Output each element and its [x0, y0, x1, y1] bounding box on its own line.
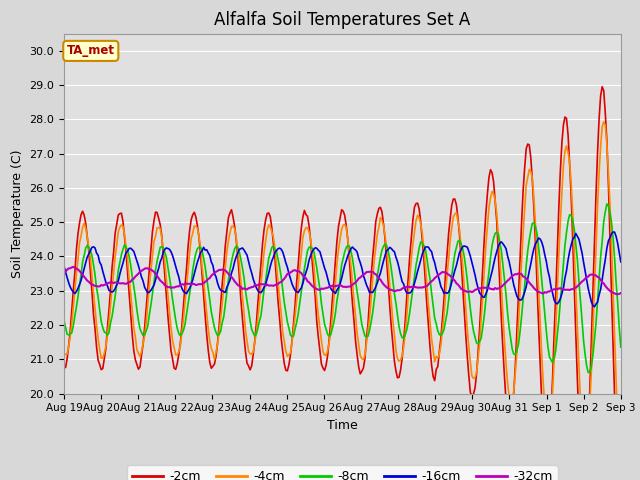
-4cm [303, 225, 311, 231]
-16cm [586, 292, 594, 298]
Text: TA_met: TA_met [67, 44, 115, 58]
-4cm [129, 307, 136, 313]
Line: -4cm: -4cm [64, 122, 621, 462]
-4cm [600, 119, 607, 125]
-8cm [129, 274, 136, 279]
Line: -16cm: -16cm [64, 232, 621, 307]
-2cm [60, 364, 68, 370]
-8cm [588, 364, 595, 370]
X-axis label: Time: Time [327, 419, 358, 432]
-32cm [130, 276, 138, 281]
Y-axis label: Soil Temperature (C): Soil Temperature (C) [11, 149, 24, 278]
-32cm [60, 271, 68, 276]
-8cm [60, 317, 68, 323]
-4cm [244, 348, 252, 354]
-8cm [584, 370, 592, 375]
-2cm [129, 332, 136, 337]
-2cm [226, 210, 234, 216]
-16cm [226, 277, 234, 283]
Line: -8cm: -8cm [64, 204, 621, 372]
-16cm [254, 288, 262, 294]
Line: -32cm: -32cm [64, 267, 621, 294]
-2cm [598, 84, 606, 90]
-32cm [588, 272, 595, 277]
-4cm [617, 459, 625, 465]
-8cm [254, 325, 262, 331]
-32cm [228, 274, 236, 280]
-8cm [244, 307, 252, 313]
-32cm [614, 291, 621, 297]
-16cm [60, 263, 68, 269]
-16cm [617, 259, 625, 265]
Line: -2cm: -2cm [64, 87, 621, 480]
-2cm [303, 214, 311, 219]
-8cm [226, 267, 234, 273]
-2cm [254, 300, 262, 306]
-16cm [591, 304, 598, 310]
-32cm [305, 279, 313, 285]
-32cm [70, 264, 77, 270]
Title: Alfalfa Soil Temperatures Set A: Alfalfa Soil Temperatures Set A [214, 11, 470, 29]
-32cm [255, 281, 263, 287]
-16cm [244, 258, 252, 264]
-8cm [303, 248, 311, 253]
-8cm [603, 201, 611, 207]
-4cm [254, 315, 262, 321]
-2cm [586, 387, 594, 393]
-2cm [244, 363, 252, 369]
-4cm [586, 402, 594, 408]
-32cm [617, 290, 625, 296]
-8cm [617, 344, 625, 350]
-32cm [246, 285, 254, 291]
-16cm [609, 229, 617, 235]
-4cm [60, 350, 68, 356]
-16cm [129, 247, 136, 252]
Legend: -2cm, -4cm, -8cm, -16cm, -32cm: -2cm, -4cm, -8cm, -16cm, -32cm [127, 465, 558, 480]
-16cm [303, 265, 311, 271]
-4cm [226, 230, 234, 236]
